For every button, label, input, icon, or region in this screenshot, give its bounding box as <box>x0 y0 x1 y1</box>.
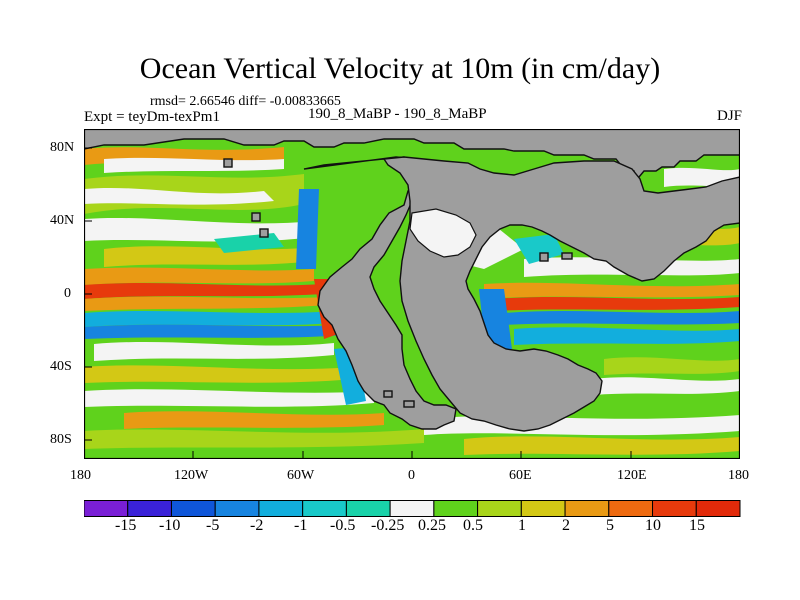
field-patch <box>84 429 424 449</box>
field-patch <box>604 357 740 375</box>
colorbar-cell <box>608 500 654 517</box>
colorbar-cell <box>564 500 610 517</box>
field-patch <box>84 311 334 327</box>
land-arctic <box>84 129 740 178</box>
x-tick-label: 180 <box>728 468 749 483</box>
colorbar-label: 5 <box>606 517 614 534</box>
field-patch <box>84 324 344 339</box>
field-patch <box>594 377 740 395</box>
x-tick-label: 180 <box>70 468 91 483</box>
field-patch <box>494 297 740 311</box>
y-tick-label: 0 <box>64 286 71 301</box>
field-patch <box>84 267 314 285</box>
field-patch <box>504 311 740 325</box>
colorbar-label: 0.25 <box>418 517 446 534</box>
season-label: DJF <box>716 108 742 124</box>
field-patch <box>484 282 740 299</box>
field-patch <box>104 246 314 267</box>
colorbar-label: -0.25 <box>371 517 405 534</box>
colorbar-cell <box>127 500 172 517</box>
field-patch <box>84 187 274 205</box>
colorbar-cell <box>258 500 304 517</box>
field-patch <box>84 365 354 383</box>
y-tick-label: 80N <box>50 140 75 155</box>
ocean-map <box>84 129 740 459</box>
y-tick-label: 40N <box>50 213 75 228</box>
land-eurasia-africa <box>382 156 740 432</box>
x-tick-label: 60W <box>287 468 315 483</box>
field-bands <box>84 147 740 455</box>
field-patch <box>84 389 374 407</box>
land-island <box>259 228 269 238</box>
colorbar-label: 10 <box>645 517 661 534</box>
land-island <box>561 252 573 260</box>
colorbar-cell <box>520 500 566 517</box>
colorbar-label: -5 <box>206 517 220 534</box>
colorbar-cell <box>84 500 129 517</box>
field-patch <box>514 234 564 264</box>
land-island <box>223 158 233 168</box>
colorbar-label: 15 <box>689 517 705 534</box>
field-patch <box>84 283 324 299</box>
colorbar-label: -0.5 <box>330 517 356 534</box>
tick-marks <box>84 147 740 459</box>
experiment-label: Expt = teyDm-texPm1 <box>84 109 220 125</box>
stats-line: rmsd= 2.66546 diff= -0.00833665 <box>150 94 341 109</box>
field-patch <box>124 411 384 429</box>
colorbar-label: 1 <box>518 517 526 534</box>
land-island <box>403 400 415 408</box>
field-patch <box>94 341 334 361</box>
y-tick-label: 80S <box>50 432 72 447</box>
colorbar-cell <box>652 500 697 517</box>
colorbar-cell <box>433 500 479 517</box>
land-masses <box>84 129 740 432</box>
land-americas <box>303 156 457 430</box>
colorbar-label: -2 <box>250 517 264 534</box>
field-patch <box>214 233 284 253</box>
land-island <box>539 252 549 262</box>
case-label: 190_8_MaBP - 190_8_MaBP <box>308 106 487 122</box>
x-tick-label: 120W <box>174 468 209 483</box>
colorbar-label: -15 <box>115 517 137 534</box>
colorbar-cell <box>477 500 522 517</box>
colorbar-cell <box>214 500 260 517</box>
colorbar-label: -1 <box>294 517 308 534</box>
colorbar-cell <box>170 500 216 517</box>
land-island <box>251 212 261 222</box>
field-patch <box>464 436 740 455</box>
field-patch <box>514 327 740 345</box>
colorbar-cell <box>389 500 435 517</box>
x-tick-label: 60E <box>509 468 532 483</box>
colorbar-label: 0.5 <box>463 517 483 534</box>
y-tick-label: 40S <box>50 359 72 374</box>
chart-title: Ocean Vertical Velocity at 10m (in cm/da… <box>139 52 661 85</box>
colorbar-label: -10 <box>159 517 181 534</box>
land-island <box>383 390 393 398</box>
colorbar-cell <box>302 500 347 517</box>
colorbar-label: 2 <box>562 517 570 534</box>
field-patch <box>84 296 329 311</box>
x-tick-label: 120E <box>617 468 647 483</box>
inland-sea <box>409 208 477 258</box>
colorbar-cell <box>345 500 391 517</box>
field-patch <box>104 157 284 173</box>
colorbar <box>84 500 741 517</box>
field-patch <box>296 189 319 269</box>
colorbar-cell <box>695 500 741 517</box>
x-tick-label: 0 <box>408 468 415 483</box>
